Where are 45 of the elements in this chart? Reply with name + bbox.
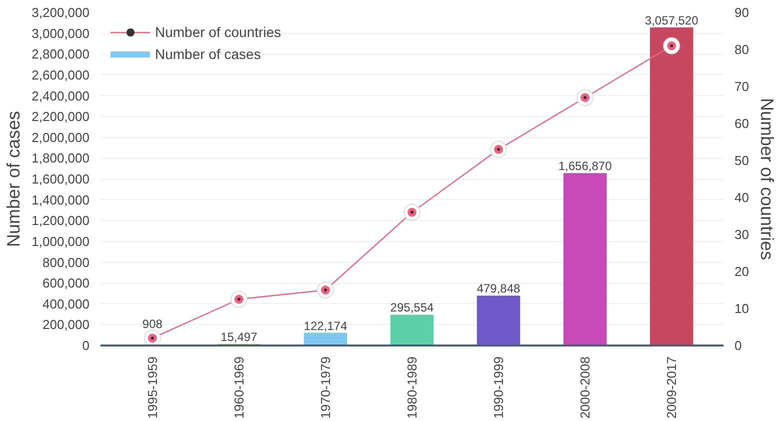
x-tick-label: 1970-1979 <box>318 356 333 419</box>
data-label: 15,497 <box>220 330 258 344</box>
y-axis-title: Number of cases <box>4 110 24 248</box>
legend-label: Number of cases <box>155 46 261 62</box>
y-tick-label: 1,800,000 <box>32 150 90 166</box>
y2-tick-label: 80 <box>734 42 749 57</box>
y-tick-label: 400,000 <box>42 296 90 312</box>
y-tick-label: 200,000 <box>42 317 90 332</box>
y2-tick-label: 0 <box>734 338 742 353</box>
y-tick-label: 1,600,000 <box>32 172 90 186</box>
y2-tick-label: 90 <box>734 5 749 20</box>
y-tick-label: 800,000 <box>42 254 90 270</box>
y2-tick-label: 10 <box>734 301 749 316</box>
y2-tick-label: 20 <box>734 264 749 279</box>
y2-tick-label: 30 <box>734 227 749 242</box>
y-tick-label: 1,200,000 <box>32 213 90 228</box>
x-tick-label: 2000-2008 <box>578 356 593 419</box>
data-label: 1,656,870 <box>558 159 612 174</box>
y-tick-label: 1,000,000 <box>32 234 90 249</box>
y-tick-label: 2,800,000 <box>32 46 90 62</box>
y-tick-label: 2,400,000 <box>32 88 90 104</box>
x-tick-label: 1995-1959 <box>144 356 160 419</box>
x-tick-label: 2009-2017 <box>664 356 680 419</box>
y-tick-label: 2,200,000 <box>32 109 90 124</box>
data-label: 479,848 <box>476 282 521 296</box>
y-tick-label: 2,000,000 <box>32 130 90 145</box>
data-label: 3,057,520 <box>644 13 699 28</box>
y-tick-label: 600,000 <box>42 276 90 291</box>
y2-tick-label: 40 <box>734 190 749 205</box>
data-label: 295,554 <box>390 300 434 315</box>
y2-axis-title: Number of countries <box>756 98 777 260</box>
y2-tick-label: 60 <box>734 116 749 131</box>
x-tick-label: 1990-1999 <box>491 356 506 419</box>
legend-label: Number of countries <box>155 24 282 40</box>
y-tick-label: 0 <box>82 338 90 353</box>
data-label: 122,174 <box>304 318 348 333</box>
y-tick-label: 2,600,000 <box>32 67 90 82</box>
y2-tick-label: 50 <box>734 153 749 168</box>
x-tick-label: 1980-1989 <box>404 356 420 419</box>
y2-tick-label: 70 <box>734 79 749 94</box>
y-tick-label: 3,200,000 <box>32 5 90 20</box>
data-label: 908 <box>142 317 163 332</box>
y-tick-label: 1,400,000 <box>32 192 90 208</box>
y-tick-label: 3,000,000 <box>32 26 90 41</box>
x-tick-label: 1960-1969 <box>231 356 246 419</box>
